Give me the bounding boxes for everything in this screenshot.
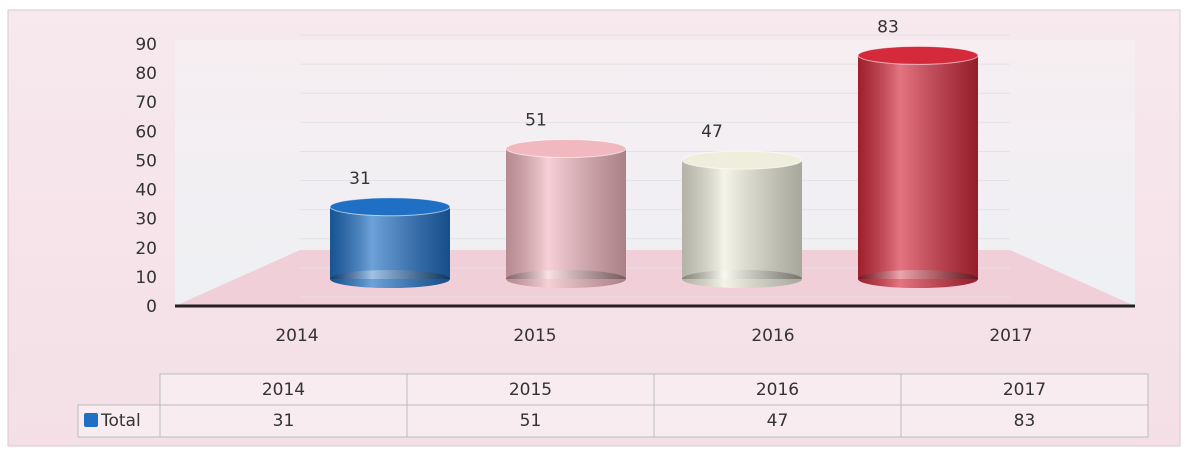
bar-top (329, 197, 451, 217)
bar-shade (682, 160, 802, 279)
y-tick-label: 80 (135, 64, 157, 84)
bar-shade (330, 270, 450, 288)
table-header: 2017 (1003, 380, 1046, 400)
y-tick-label: 0 (146, 297, 157, 317)
x-tick-label: 2016 (751, 326, 794, 346)
bar-shade (506, 148, 626, 279)
bar-top (857, 45, 979, 65)
y-tick-label: 30 (135, 210, 157, 230)
data-label: 47 (701, 122, 723, 142)
y-tick-label: 70 (135, 93, 157, 113)
table-header: 2016 (756, 380, 799, 400)
y-tick-label: 90 (135, 35, 157, 55)
legend-swatch (84, 413, 98, 427)
bar-shade (858, 55, 978, 279)
floor (175, 250, 1135, 306)
table-header: 2015 (509, 380, 552, 400)
y-tick-label: 60 (135, 122, 157, 142)
y-tick-label: 10 (135, 268, 157, 288)
table-value: 47 (767, 411, 789, 431)
table-value: 31 (273, 411, 295, 431)
y-tick-label: 20 (135, 239, 157, 259)
bar-top (505, 139, 627, 159)
table-header: 2014 (262, 380, 305, 400)
data-label: 51 (525, 111, 547, 131)
legend-label: Total (100, 411, 141, 431)
y-tick-label: 50 (135, 151, 157, 171)
bar-shade (682, 270, 802, 288)
y-tick-label: 40 (135, 181, 157, 201)
bar-top (681, 150, 803, 170)
x-tick-label: 2014 (275, 326, 318, 346)
x-tick-label: 2015 (513, 326, 556, 346)
data-label: 31 (349, 169, 371, 189)
x-tick-label: 2017 (989, 326, 1032, 346)
bar-shade (330, 206, 450, 279)
bar-shade (858, 270, 978, 288)
table-value: 83 (1014, 411, 1036, 431)
data-label: 83 (877, 17, 899, 37)
bar-shade (506, 270, 626, 288)
table-value: 51 (520, 411, 542, 431)
